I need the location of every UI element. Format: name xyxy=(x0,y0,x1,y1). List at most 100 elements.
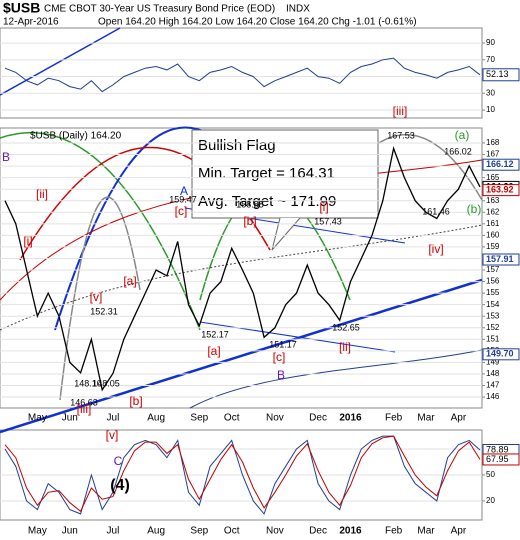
annotation: [v] xyxy=(90,290,103,304)
annotation: 146.63 xyxy=(70,397,98,407)
y-tick-label: 153 xyxy=(486,311,500,320)
price-tag-label: 157.91 xyxy=(486,254,514,264)
y-tick-label: 155 xyxy=(486,288,500,297)
chart-title: CME CBOT 30-Year US Treasury Bond Price … xyxy=(44,4,275,15)
x-tick-label: Nov xyxy=(266,413,284,424)
annotation: [b] xyxy=(129,394,142,408)
annotation: 159.47 xyxy=(169,194,197,204)
x-tick-label: May xyxy=(28,413,47,424)
annotation: [i] xyxy=(319,200,328,214)
annotation: [b] xyxy=(243,214,256,228)
x-tick-label: Oct xyxy=(224,413,240,424)
annotation: (b) xyxy=(467,202,482,216)
annotation: [i] xyxy=(23,234,32,248)
annotation: B xyxy=(2,150,10,164)
x-tick-label: Jun xyxy=(62,413,78,424)
y-tick-label: 10 xyxy=(486,105,495,114)
y-tick-label: 167 xyxy=(486,150,500,159)
x-tick-label: Mar xyxy=(417,413,435,424)
x-tick-label: Jul xyxy=(107,526,120,537)
date: 12-Apr-2016 xyxy=(3,17,59,28)
annotation: [c] xyxy=(273,350,286,364)
trendline xyxy=(0,27,121,96)
y-tick-label: 152 xyxy=(486,323,500,332)
annotation: C xyxy=(114,454,123,468)
y-tick-label: 148 xyxy=(486,369,500,378)
annotation: [iv] xyxy=(428,242,443,256)
x-tick-label: Apr xyxy=(451,526,467,537)
exchange: INDX xyxy=(286,4,310,15)
data-line xyxy=(4,57,481,93)
x-tick-label: Aug xyxy=(147,413,165,424)
price-frame xyxy=(0,127,483,409)
callout-pointer xyxy=(271,217,301,251)
price-tag xyxy=(482,184,520,197)
data-line xyxy=(4,146,481,392)
annotation: B xyxy=(277,368,285,382)
y-tick-label: 70 xyxy=(486,55,495,64)
value-tag xyxy=(482,68,520,82)
x-tick-label: Dec xyxy=(309,526,327,537)
y-tick-label: 30 xyxy=(486,88,495,97)
x-tick-label: Sep xyxy=(190,413,208,424)
annotation: [a] xyxy=(123,274,136,288)
y-tick-label: 154 xyxy=(486,300,500,309)
value-label: 78.89 xyxy=(486,444,509,454)
value-tag xyxy=(482,453,520,466)
y-tick-label: 151 xyxy=(486,334,500,343)
x-tick-label: Feb xyxy=(385,413,403,424)
price-tag xyxy=(482,253,520,266)
y-tick-label: 20 xyxy=(486,496,495,505)
rsi-frame xyxy=(0,27,483,119)
y-tick-label: 159 xyxy=(486,242,500,251)
y-tick-label: 157 xyxy=(486,265,500,274)
x-tick-label: Apr xyxy=(451,413,467,424)
x-tick-label: Oct xyxy=(224,526,240,537)
data-line xyxy=(4,435,481,515)
y-tick-label: 147 xyxy=(486,381,500,390)
y-tick-label: 90 xyxy=(486,38,495,47)
y-tick-label: 50 xyxy=(486,470,495,479)
x-tick-label: Aug xyxy=(147,526,165,537)
annotation: [ii] xyxy=(36,187,48,201)
annotation: (a) xyxy=(455,128,470,142)
y-tick-label: 160 xyxy=(486,230,500,239)
y-tick-label: 161 xyxy=(486,219,500,228)
y-tick-label: 165 xyxy=(486,173,500,182)
moving-average xyxy=(189,349,483,409)
legend-entry: $USB (Daily) 164.20 xyxy=(30,131,122,142)
x-tick-label: 2016 xyxy=(339,526,362,537)
price-tag-label: 166.12 xyxy=(486,159,514,169)
y-tick-label: 156 xyxy=(486,277,500,286)
trendline xyxy=(0,278,483,434)
cycle-arc xyxy=(59,196,141,401)
annotation: [c] xyxy=(175,204,188,218)
x-tick-label: 2016 xyxy=(339,413,362,424)
price-tag-label: 163.92 xyxy=(486,184,514,194)
annotation: A xyxy=(180,184,188,198)
annotation: 157.43 xyxy=(314,216,342,226)
annotation: [iii] xyxy=(393,104,408,118)
callout-line: Bullish Flag xyxy=(198,137,276,154)
annotation: 161.46 xyxy=(422,206,450,216)
annotation: [v] xyxy=(106,428,119,442)
symbol: $USB xyxy=(3,0,40,16)
x-tick-label: Dec xyxy=(309,413,327,424)
x-tick-label: Jun xyxy=(62,526,78,537)
annotation: [ii] xyxy=(339,340,351,354)
x-tick-label: Jul xyxy=(107,413,120,424)
annotation: 148.10 xyxy=(74,378,102,388)
value-label: 67.95 xyxy=(486,454,509,464)
price-tag xyxy=(482,158,520,171)
annotation: (4) xyxy=(110,477,130,494)
x-tick-label: Nov xyxy=(266,526,284,537)
y-tick-label: 162 xyxy=(486,207,500,216)
callout-box xyxy=(191,129,379,219)
annotation: 166.02 xyxy=(444,146,472,156)
annotation: 167.53 xyxy=(387,130,415,140)
data-line xyxy=(4,435,481,513)
y-tick-label: 168 xyxy=(486,138,500,147)
x-tick-label: Feb xyxy=(385,526,403,537)
y-tick-label: 163 xyxy=(486,196,500,205)
